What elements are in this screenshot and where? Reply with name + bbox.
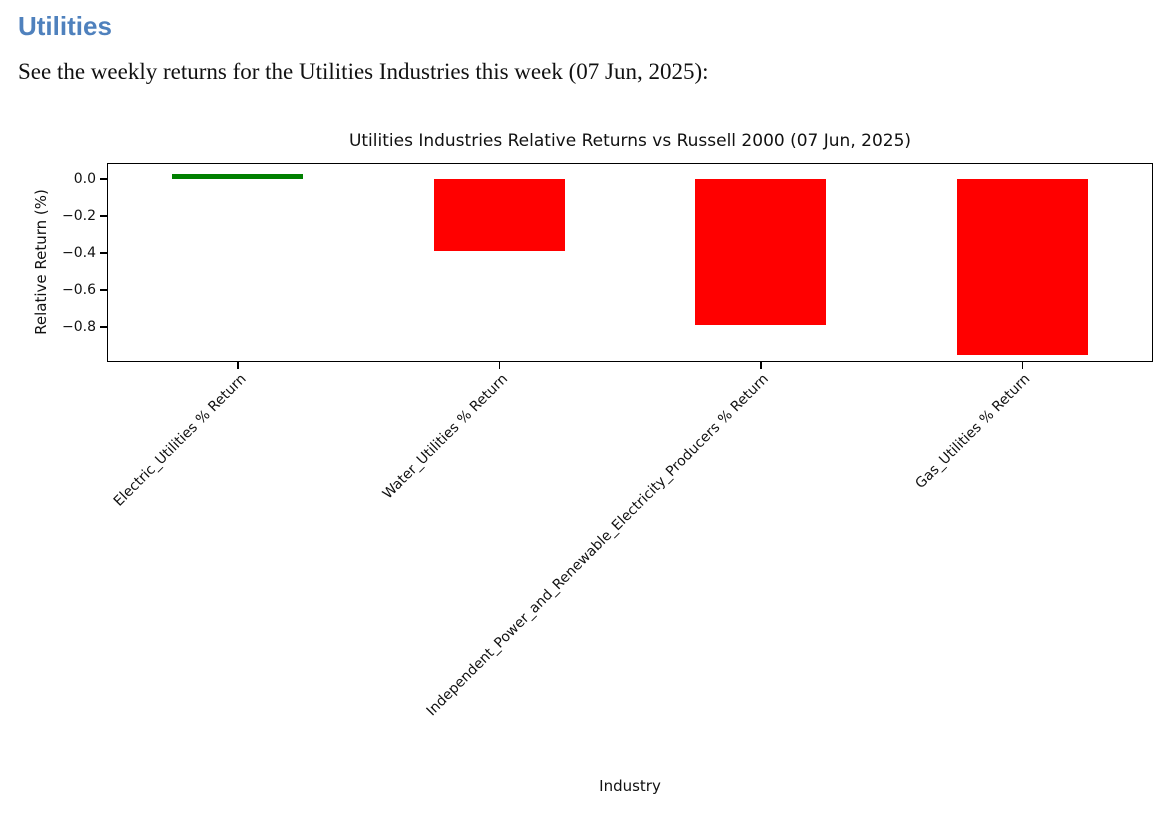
chart-bar: [433, 179, 565, 252]
y-tick-mark: [100, 289, 107, 291]
x-axis-label: Industry: [599, 777, 661, 795]
x-tick-label: Water_Utilities % Return: [379, 371, 511, 503]
x-tick-label: Independent_Power_and_Renewable_Electric…: [423, 371, 773, 720]
y-tick-label: −0.8: [62, 318, 96, 335]
page-title: Utilities: [18, 11, 112, 41]
y-tick-label: −0.4: [62, 244, 96, 261]
y-tick-label: −0.6: [62, 281, 96, 298]
intro-text: See the weekly returns for the Utilities…: [18, 59, 709, 84]
x-tick-mark: [1021, 362, 1023, 369]
x-tick-mark: [760, 362, 762, 369]
y-tick-mark: [100, 215, 107, 217]
chart-bar: [956, 179, 1088, 355]
x-tick-mark: [237, 362, 239, 369]
chart-bar: [695, 179, 827, 326]
y-tick-label: 0.0: [73, 171, 96, 188]
y-tick-mark: [100, 326, 107, 328]
x-tick-label: Electric_Utilities % Return: [110, 371, 250, 510]
y-tick-label: −0.2: [62, 208, 96, 225]
chart-title: Utilities Industries Relative Returns vs…: [348, 131, 912, 151]
y-tick-mark: [100, 252, 107, 254]
x-tick-mark: [498, 362, 500, 369]
chart-bar: [172, 173, 304, 180]
x-tick-label: Gas_Utilities % Return: [912, 371, 1034, 492]
y-tick-mark: [100, 178, 107, 180]
